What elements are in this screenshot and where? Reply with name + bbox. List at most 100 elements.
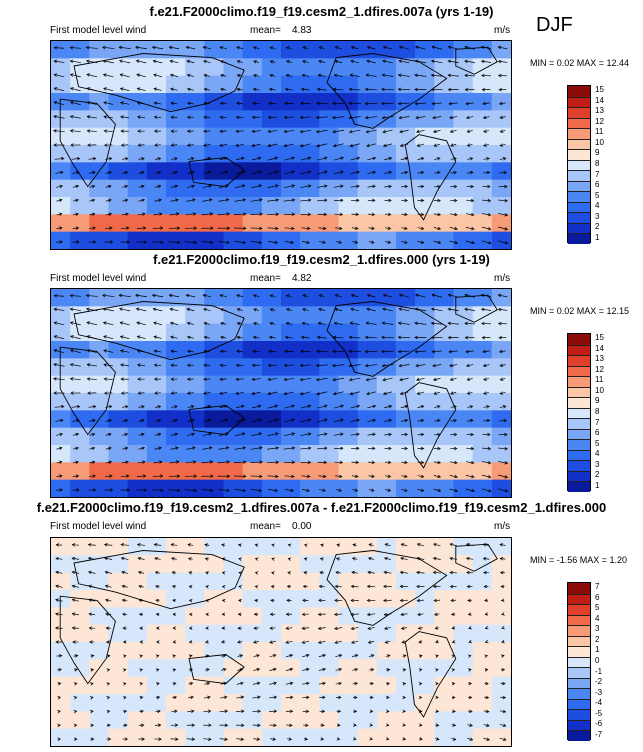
colorbar-swatch [568, 481, 590, 492]
panel-1-title: f.e21.F2000climo.f19_f19.cesm2_1.dfires.… [149, 4, 494, 19]
colorbar-tick-label: 6 [595, 180, 600, 190]
colorbar-tick-label: 7 [595, 169, 600, 179]
panel-1-minmax: MIN = 0.02 MAX = 12.44 [530, 58, 630, 68]
colorbar-tick-label: 12 [595, 364, 604, 374]
colorbar-tick-label: 5 [595, 438, 600, 448]
panel-2-mean-label: mean= [250, 273, 281, 284]
colorbar-swatch [568, 397, 590, 408]
colorbar-swatch [568, 334, 590, 345]
panel-1-variable-label: First model level wind [50, 25, 147, 36]
panel-2-variable-label: First model level wind [50, 273, 147, 284]
colorbar-tick-label: 8 [595, 407, 600, 416]
colorbar-tick-label: 9 [595, 396, 600, 406]
colorbar-swatch [568, 376, 590, 387]
colorbar-swatch [568, 365, 590, 377]
colorbar-swatch [568, 709, 590, 720]
colorbar-tick-label: 13 [595, 106, 604, 116]
colorbar-swatch [568, 583, 590, 594]
panel-3-minmax: MIN = -1.56 MAX = 1.20 [530, 555, 628, 565]
colorbar-swatch [568, 222, 590, 234]
colorbar-swatch [568, 719, 590, 731]
colorbar-swatch [568, 646, 590, 657]
colorbar-swatch [568, 418, 590, 429]
colorbar-swatch [568, 614, 590, 626]
colorbar-tick-label: -1 [595, 666, 603, 676]
colorbar-swatch [568, 233, 590, 244]
colorbar-swatch [568, 355, 590, 366]
colorbar-tick-label: 3 [595, 624, 600, 634]
panel-2-minmax: MIN = 0.02 MAX = 12.15 [530, 306, 630, 316]
colorbar-swatch [568, 677, 590, 689]
colorbar-swatch [568, 698, 590, 710]
colorbar-swatch [568, 460, 590, 471]
colorbar-tick-label: 1 [595, 232, 600, 242]
panel-2-mean-value: 4.82 [292, 273, 312, 284]
colorbar-swatch [568, 128, 590, 139]
colorbar-tick-label: 1 [595, 480, 600, 490]
panel-2-map [50, 288, 512, 498]
panel-2-title: f.e21.F2000climo.f19_f19.cesm2_1.dfires.… [153, 252, 490, 267]
panel-3-units: m/s [494, 521, 511, 532]
colorbar-swatch [568, 449, 590, 461]
colorbar-tick-label: 4 [595, 449, 600, 459]
colorbar-swatch [568, 159, 590, 171]
colorbar-swatch [568, 86, 590, 97]
colorbar-tick-label: 5 [595, 603, 600, 613]
colorbar-swatch [568, 439, 590, 450]
colorbar-tick-label: 5 [595, 190, 600, 200]
colorbar-tick-label: -5 [595, 708, 603, 718]
panel-3-wind-field [51, 538, 511, 746]
colorbar-swatch [568, 117, 590, 129]
colorbar-swatch [568, 191, 590, 202]
colorbar-swatch [568, 96, 590, 108]
colorbar-tick-label: 15 [595, 85, 604, 95]
panel-1-mean-label: mean= [250, 25, 281, 36]
panel-2-units: m/s [494, 273, 511, 284]
panel-3-colorbar [567, 582, 591, 741]
colorbar-swatch [568, 667, 590, 678]
colorbar-tick-label: -2 [595, 677, 603, 687]
colorbar-swatch [568, 407, 590, 419]
colorbar-tick-label: 10 [595, 385, 604, 395]
colorbar-tick-label: 4 [595, 201, 600, 211]
panel-1-map [50, 40, 512, 250]
colorbar-swatch [568, 138, 590, 150]
colorbar-swatch [568, 180, 590, 192]
colorbar-tick-label: 11 [595, 375, 604, 385]
colorbar-swatch [568, 201, 590, 213]
panel-1-mean-value: 4.83 [292, 25, 312, 36]
colorbar-swatch [568, 149, 590, 160]
colorbar-tick-label: 6 [595, 592, 600, 602]
colorbar-swatch [568, 344, 590, 356]
panel-3-mean-label: mean= [250, 521, 281, 532]
panel-1-colorbar [567, 85, 591, 244]
panel-2-wind-field [51, 289, 511, 497]
colorbar-tick-label: 15 [595, 333, 604, 343]
season-label: DJF [536, 14, 573, 36]
panel-3-variable-label: First model level wind [50, 521, 147, 532]
colorbar-swatch [568, 604, 590, 615]
colorbar-swatch [568, 625, 590, 636]
panel-3-mean-value: 0.00 [292, 521, 312, 532]
colorbar-tick-label: -3 [595, 687, 603, 697]
colorbar-tick-label: 8 [595, 159, 600, 168]
colorbar-swatch [568, 386, 590, 398]
panel-3-map [50, 537, 512, 747]
colorbar-tick-label: 6 [595, 428, 600, 438]
colorbar-tick-label: 13 [595, 354, 604, 364]
colorbar-tick-label: -6 [595, 719, 603, 729]
colorbar-tick-label: 7 [595, 417, 600, 427]
colorbar-swatch [568, 212, 590, 223]
colorbar-tick-label: 2 [595, 470, 600, 480]
colorbar-swatch [568, 688, 590, 699]
colorbar-tick-label: 1 [595, 645, 600, 655]
colorbar-tick-label: 14 [595, 95, 604, 105]
colorbar-tick-label: 2 [595, 222, 600, 232]
colorbar-tick-label: 12 [595, 116, 604, 126]
colorbar-tick-label: 7 [595, 582, 600, 592]
colorbar-swatch [568, 428, 590, 440]
colorbar-swatch [568, 170, 590, 181]
colorbar-tick-label: 14 [595, 343, 604, 353]
colorbar-tick-label: 0 [595, 656, 600, 665]
colorbar-tick-label: 10 [595, 137, 604, 147]
